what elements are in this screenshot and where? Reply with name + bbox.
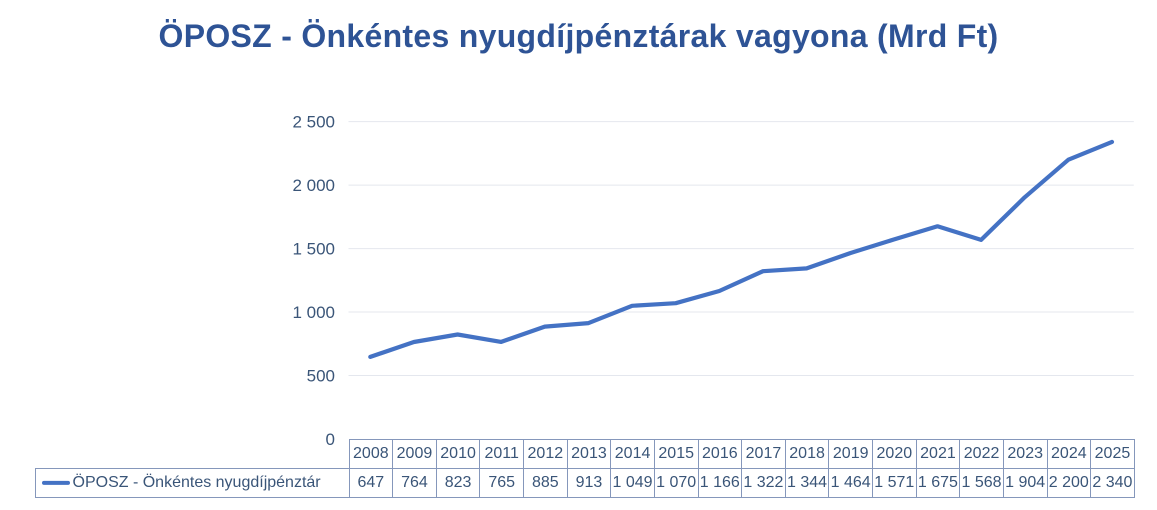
svg-text:2 500: 2 500: [292, 113, 335, 132]
svg-text:2 000: 2 000: [292, 176, 335, 195]
svg-text:1 500: 1 500: [292, 240, 335, 259]
svg-text:1 000: 1 000: [292, 303, 335, 322]
svg-text:500: 500: [307, 366, 335, 385]
